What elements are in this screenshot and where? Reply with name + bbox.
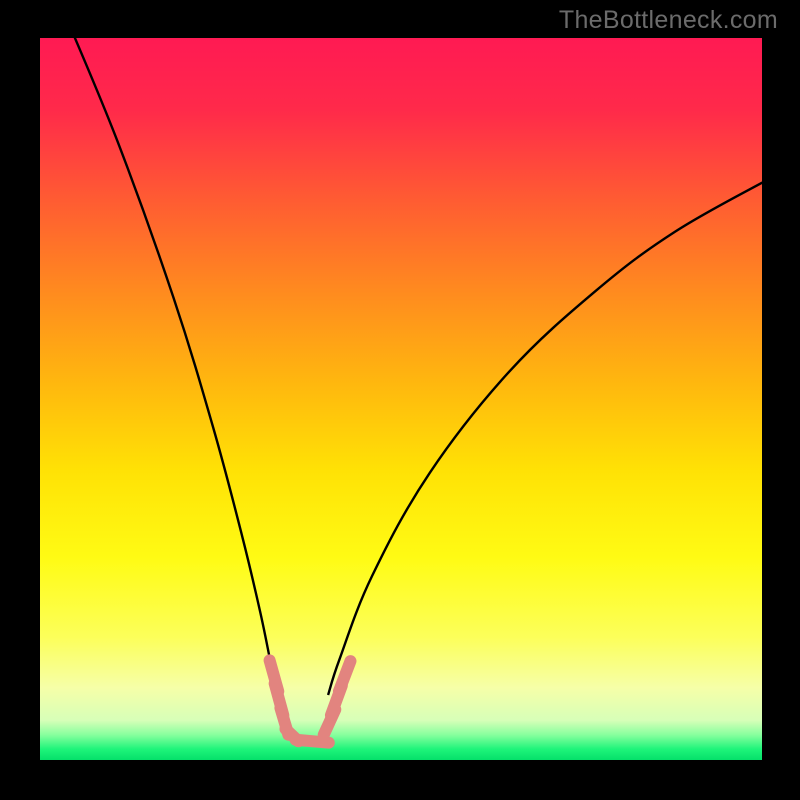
plot-area (40, 38, 762, 760)
curve-overlay (40, 38, 762, 760)
curve-left (69, 38, 278, 695)
watermark-text: TheBottleneck.com (559, 6, 778, 35)
bottleneck-marker-segment (339, 661, 351, 691)
curve-right (328, 179, 762, 695)
